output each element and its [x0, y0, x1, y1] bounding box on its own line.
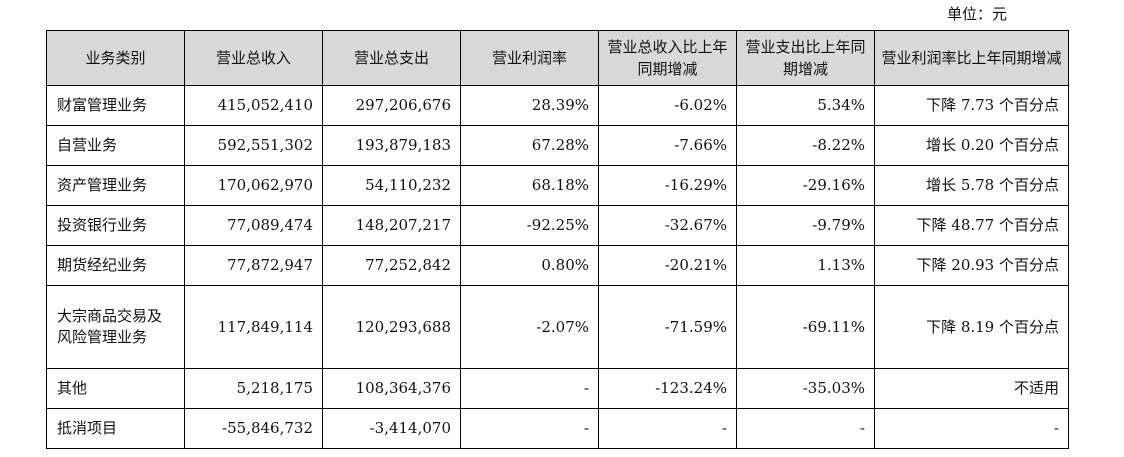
- cell-category: 资产管理业务: [46, 165, 185, 206]
- cell-revenue: 117,849,114: [184, 285, 323, 369]
- table-row: 其他 5,218,175 108,364,376 - -123.24% -35.…: [46, 368, 1069, 409]
- header-revenue-yoy: 营业总收入比上年同期增减: [598, 30, 737, 86]
- header-category: 业务类别: [46, 30, 185, 86]
- header-margin: 营业利润率: [460, 30, 599, 86]
- cell-margin-yoy: 增长 0.20 个百分点: [874, 125, 1069, 166]
- table-row: 自营业务 592,551,302 193,879,183 67.28% -7.6…: [46, 125, 1069, 166]
- cell-expense: 193,879,183: [322, 125, 461, 166]
- header-margin-yoy: 营业利润率比上年同期增减: [874, 30, 1069, 86]
- cell-category: 自营业务: [46, 125, 185, 166]
- cell-revenue-yoy: -32.67%: [598, 205, 737, 246]
- cell-category: 大宗商品交易及风险管理业务: [46, 285, 185, 369]
- table-row: 投资银行业务 77,089,474 148,207,217 -92.25% -3…: [46, 205, 1069, 246]
- header-expense: 营业总支出: [322, 30, 461, 86]
- cell-revenue-yoy: -: [598, 408, 737, 449]
- cell-category: 财富管理业务: [46, 85, 185, 126]
- cell-category: 投资银行业务: [46, 205, 185, 246]
- cell-revenue: 592,551,302: [184, 125, 323, 166]
- cell-revenue-yoy: -6.02%: [598, 85, 737, 126]
- cell-revenue-yoy: -7.66%: [598, 125, 737, 166]
- table-row: 财富管理业务 415,052,410 297,206,676 28.39% -6…: [46, 85, 1069, 126]
- cell-expense-yoy: 1.13%: [736, 245, 875, 286]
- unit-label: 单位：元: [947, 5, 1008, 23]
- cell-expense-yoy: -: [736, 408, 875, 449]
- cell-revenue: 77,089,474: [184, 205, 323, 246]
- cell-margin-yoy: 不适用: [874, 368, 1069, 409]
- cell-revenue-yoy: -71.59%: [598, 285, 737, 369]
- cell-category: 抵消项目: [46, 408, 185, 449]
- cell-category: 其他: [46, 368, 185, 409]
- cell-expense: -3,414,070: [322, 408, 461, 449]
- cell-margin: -2.07%: [460, 285, 599, 369]
- cell-revenue-yoy: -123.24%: [598, 368, 737, 409]
- table-row: 大宗商品交易及风险管理业务 117,849,114 120,293,688 -2…: [46, 285, 1069, 369]
- cell-expense: 108,364,376: [322, 368, 461, 409]
- business-segment-table: 业务类别 营业总收入 营业总支出 营业利润率 营业总收入比上年同期增减 营业支出…: [46, 30, 1069, 449]
- cell-expense: 297,206,676: [322, 85, 461, 126]
- cell-expense-yoy: -8.22%: [736, 125, 875, 166]
- table-row: 抵消项目 -55,846,732 -3,414,070 - - - -: [46, 408, 1069, 449]
- cell-revenue: 5,218,175: [184, 368, 323, 409]
- cell-margin: -92.25%: [460, 205, 599, 246]
- header-row: 业务类别 营业总收入 营业总支出 营业利润率 营业总收入比上年同期增减 营业支出…: [46, 30, 1069, 86]
- cell-margin-yoy: -: [874, 408, 1069, 449]
- table-row: 资产管理业务 170,062,970 54,110,232 68.18% -16…: [46, 165, 1069, 206]
- header-revenue: 营业总收入: [184, 30, 323, 86]
- cell-revenue: 415,052,410: [184, 85, 323, 126]
- cell-margin-yoy: 下降 20.93 个百分点: [874, 245, 1069, 286]
- cell-revenue-yoy: -16.29%: [598, 165, 737, 206]
- cell-margin: 68.18%: [460, 165, 599, 206]
- table-row: 期货经纪业务 77,872,947 77,252,842 0.80% -20.2…: [46, 245, 1069, 286]
- cell-revenue: 170,062,970: [184, 165, 323, 206]
- cell-revenue: 77,872,947: [184, 245, 323, 286]
- cell-category: 期货经纪业务: [46, 245, 185, 286]
- cell-expense: 148,207,217: [322, 205, 461, 246]
- cell-margin: 28.39%: [460, 85, 599, 126]
- cell-expense-yoy: -69.11%: [736, 285, 875, 369]
- cell-margin-yoy: 下降 7.73 个百分点: [874, 85, 1069, 126]
- cell-margin: 67.28%: [460, 125, 599, 166]
- cell-margin: -: [460, 368, 599, 409]
- cell-margin-yoy: 增长 5.78 个百分点: [874, 165, 1069, 206]
- cell-expense-yoy: -29.16%: [736, 165, 875, 206]
- cell-expense-yoy: -9.79%: [736, 205, 875, 246]
- cell-margin: -: [460, 408, 599, 449]
- header-expense-yoy: 营业支出比上年同期增减: [736, 30, 875, 86]
- cell-expense: 54,110,232: [322, 165, 461, 206]
- cell-margin-yoy: 下降 8.19 个百分点: [874, 285, 1069, 369]
- cell-expense-yoy: 5.34%: [736, 85, 875, 126]
- cell-expense: 120,293,688: [322, 285, 461, 369]
- cell-margin: 0.80%: [460, 245, 599, 286]
- cell-revenue: -55,846,732: [184, 408, 323, 449]
- cell-revenue-yoy: -20.21%: [598, 245, 737, 286]
- cell-expense: 77,252,842: [322, 245, 461, 286]
- cell-margin-yoy: 下降 48.77 个百分点: [874, 205, 1069, 246]
- cell-expense-yoy: -35.03%: [736, 368, 875, 409]
